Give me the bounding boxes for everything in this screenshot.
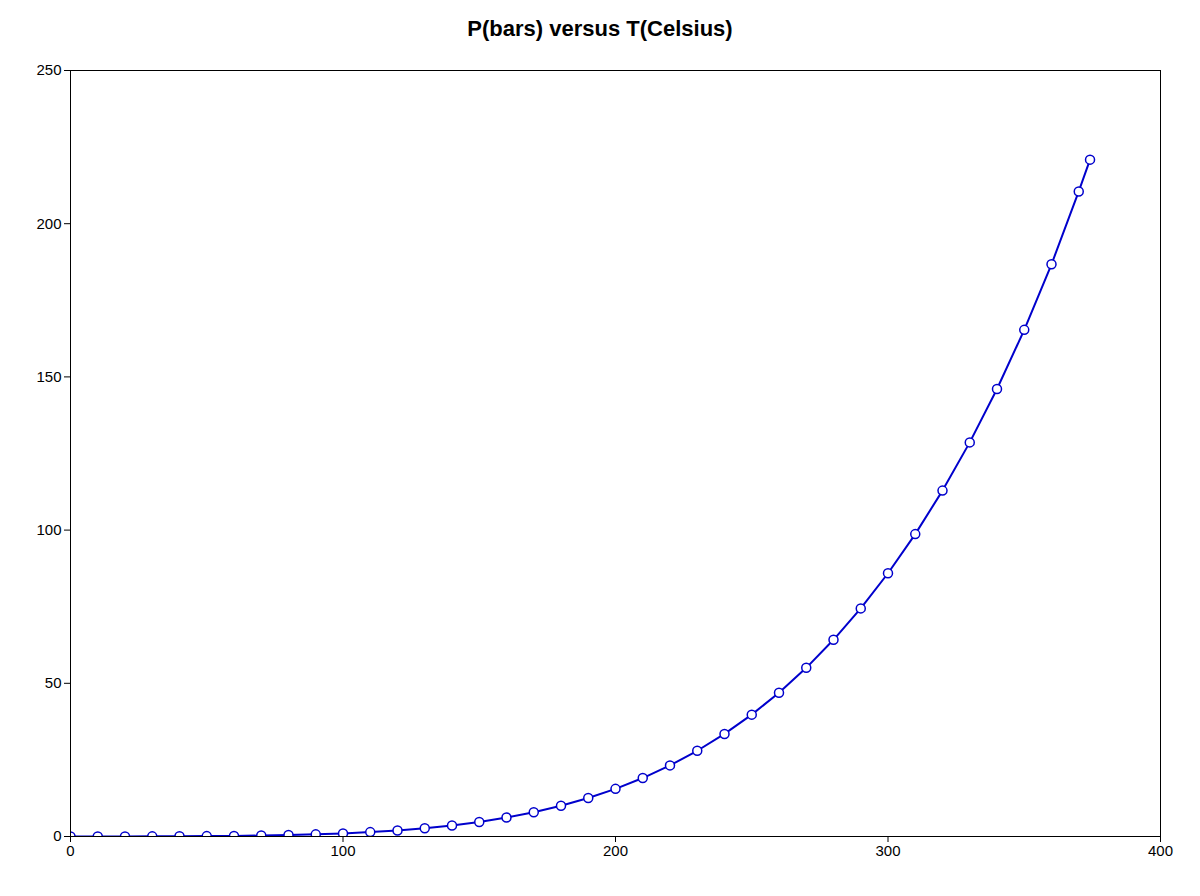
svg-text:400: 400: [1148, 842, 1173, 859]
svg-text:0: 0: [66, 842, 74, 859]
svg-text:200: 200: [36, 215, 61, 232]
html-text:P(bars) versus T(Celsius): P(bars) versus T(Celsius): [467, 16, 733, 41]
svg-text:100: 100: [330, 842, 355, 859]
svg-text:0: 0: [53, 827, 61, 844]
svg-text:150: 150: [36, 368, 61, 385]
svg-text:100: 100: [36, 521, 61, 538]
svg-text:50: 50: [45, 674, 62, 691]
svg-text:200: 200: [603, 842, 628, 859]
svg-text:250: 250: [36, 61, 61, 78]
svg-text:300: 300: [875, 842, 900, 859]
